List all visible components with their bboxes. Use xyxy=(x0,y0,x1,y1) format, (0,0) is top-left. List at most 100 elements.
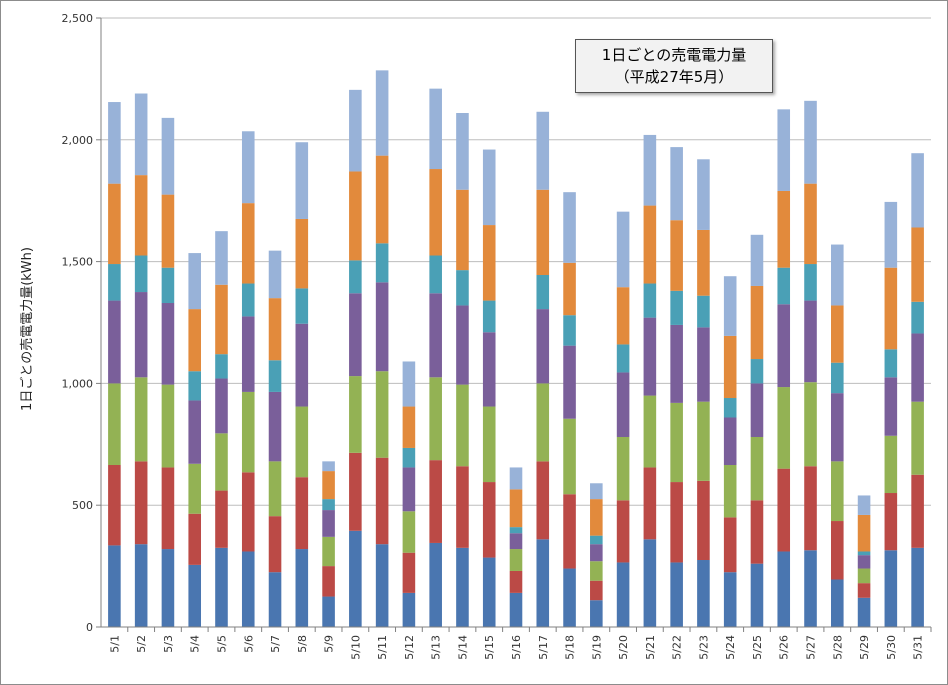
bar-segment xyxy=(857,514,871,552)
bar-segment xyxy=(402,467,416,512)
bar-segment xyxy=(670,220,683,291)
x-tick-label: 5/20 xyxy=(617,635,630,660)
chart-subtitle: （平成27年5月） xyxy=(614,68,734,86)
bar-segment xyxy=(697,229,710,296)
bar-segment xyxy=(509,533,523,550)
y-tick-label: 2,000 xyxy=(62,134,94,147)
bar-segment xyxy=(456,270,469,306)
bar-segment xyxy=(697,401,710,481)
bar-segment xyxy=(723,517,737,573)
bar-segment xyxy=(536,309,550,384)
bar-segment xyxy=(349,89,362,172)
bar-segment xyxy=(456,305,469,385)
bar-segment xyxy=(161,303,175,385)
bar-segment xyxy=(402,511,416,553)
bar-segment xyxy=(482,332,496,407)
bar-segment xyxy=(161,267,175,304)
bar-segment xyxy=(804,466,817,551)
bar-segment xyxy=(670,147,683,221)
bar-segment xyxy=(402,592,416,627)
bar-segment xyxy=(563,494,576,569)
bar-segment xyxy=(268,391,282,462)
bar-segment xyxy=(509,570,523,593)
bar-segment xyxy=(134,292,148,378)
x-tick-label: 5/22 xyxy=(671,635,684,660)
bar-segment xyxy=(750,234,764,286)
x-tick-label: 5/10 xyxy=(349,635,362,660)
y-tick-label: 500 xyxy=(72,499,93,512)
x-tick-label: 5/4 xyxy=(189,635,202,653)
bar-segment xyxy=(670,482,683,563)
bar-segment xyxy=(134,377,148,462)
bar-segment xyxy=(482,482,496,558)
bar-segment xyxy=(911,401,924,475)
x-tick-label: 5/28 xyxy=(831,635,844,660)
bar-segment xyxy=(295,218,309,289)
bar-segment xyxy=(134,255,148,293)
bar-segment xyxy=(134,93,148,176)
bar-segment xyxy=(108,102,121,184)
x-tick-label: 5/14 xyxy=(456,635,469,660)
bar-segment xyxy=(188,564,202,627)
bar-segment xyxy=(509,592,523,627)
bar-segment xyxy=(295,406,309,478)
bar-segment xyxy=(643,395,657,468)
bar-segment xyxy=(697,295,710,328)
bar-segment xyxy=(590,535,603,545)
bar-segment xyxy=(241,131,255,204)
bar-segment xyxy=(670,562,683,627)
x-tick-label: 5/21 xyxy=(644,635,657,660)
bar-segment xyxy=(215,490,228,548)
x-tick-label: 5/5 xyxy=(215,635,228,653)
bar-segment xyxy=(750,436,764,501)
x-tick-label: 5/2 xyxy=(135,635,148,653)
bar-segment xyxy=(322,510,335,537)
bar-segment xyxy=(830,579,844,627)
bar-segment xyxy=(241,203,255,284)
x-tick-label: 5/3 xyxy=(162,635,175,653)
bar-segment xyxy=(670,402,683,483)
bar-segment xyxy=(911,547,924,627)
bar-segment xyxy=(643,134,657,206)
bar-segment xyxy=(723,465,737,518)
bar-segment xyxy=(536,461,550,540)
bar-segment xyxy=(161,117,175,195)
bar-segment xyxy=(830,393,844,462)
bar-segment xyxy=(911,333,924,402)
x-tick-label: 5/13 xyxy=(430,635,443,660)
bar-segment xyxy=(777,304,791,388)
bar-segment xyxy=(215,433,228,491)
bar-segment xyxy=(375,70,389,156)
bar-segment xyxy=(322,461,335,472)
bar-segment xyxy=(295,288,309,324)
bar-segment xyxy=(215,378,228,434)
bar-segment xyxy=(911,301,924,334)
bar-segment xyxy=(241,472,255,552)
bar-segment xyxy=(884,377,898,436)
bar-segment xyxy=(884,349,898,378)
bar-segment xyxy=(590,600,603,627)
bar-segment xyxy=(563,192,576,263)
bar-segment xyxy=(456,547,469,627)
bar-segment xyxy=(482,300,496,333)
bar-segment xyxy=(188,513,202,565)
x-tick-label: 5/27 xyxy=(805,635,818,660)
bar-segment xyxy=(911,153,924,228)
bar-segment xyxy=(482,406,496,483)
bar-segment xyxy=(750,285,764,360)
bar-segment xyxy=(375,371,389,458)
bar-segment xyxy=(830,362,844,394)
x-tick-label: 5/8 xyxy=(296,635,309,653)
bar-segment xyxy=(188,309,202,372)
bar-segment xyxy=(643,205,657,284)
bar-segment xyxy=(563,418,576,495)
bar-segment xyxy=(670,290,683,325)
x-tick-label: 5/15 xyxy=(483,635,496,660)
bar-segment xyxy=(215,547,228,627)
bar-segment xyxy=(295,549,309,627)
bar-segment xyxy=(723,417,737,466)
bar-segment xyxy=(322,536,335,567)
bar-segment xyxy=(268,516,282,573)
bar-segment xyxy=(429,377,442,461)
bar-segment xyxy=(429,542,442,627)
